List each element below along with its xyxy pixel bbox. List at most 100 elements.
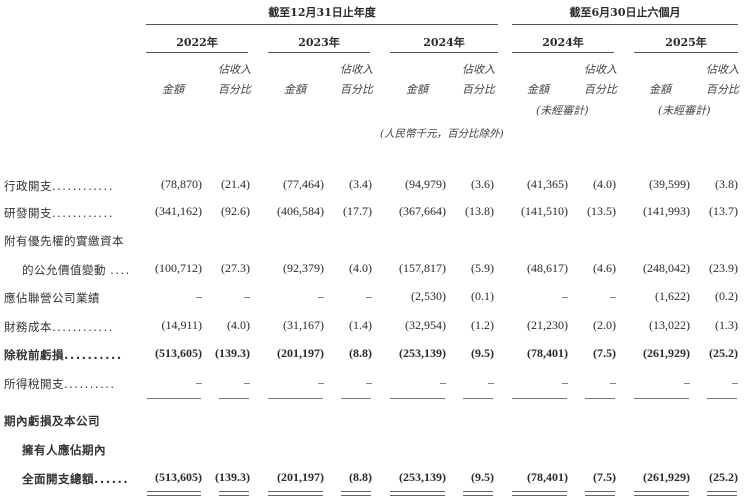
- pct-header-h1-2024-l1: 佔收入: [584, 63, 617, 76]
- cell-2024-pct: –: [488, 375, 494, 389]
- cell-2024-amount: (157,817): [399, 261, 446, 275]
- cell-h1-2025-pct: (25.2): [709, 346, 738, 360]
- subtotal-rule: [463, 398, 493, 399]
- year-header-2024: 2024年: [423, 36, 465, 49]
- pct-header-2024-l1: 佔收入: [462, 63, 495, 76]
- row-label-admin-expenses: 行政開支............: [4, 179, 114, 193]
- cell-2022-amount: (78,870): [161, 177, 202, 191]
- cell-2022-amount: (341,162): [155, 204, 202, 218]
- cell-h1-2025-amount: –: [684, 375, 690, 389]
- half-year-group-rule: [512, 24, 738, 25]
- cell-h1-2024-amount: (21,230): [527, 318, 568, 332]
- year-rule-2024: [390, 52, 498, 53]
- subtotal-rule: [390, 398, 445, 399]
- year-header-2022: 2022年: [176, 36, 218, 49]
- cell-2024-pct: (9.5): [471, 470, 494, 484]
- cell-2024-amount: (367,664): [399, 204, 446, 218]
- cell-h1-2025-amount: (39,599): [649, 177, 690, 191]
- total-double-rule: [512, 495, 567, 496]
- cell-2023-amount: –: [318, 375, 324, 389]
- total-double-rule: [585, 495, 615, 496]
- cell-2023-pct: (1.4): [349, 318, 372, 332]
- total-double-rule: [634, 491, 689, 492]
- cell-2023-amount: –: [318, 289, 324, 303]
- cell-h1-2024-amount: –: [562, 289, 568, 303]
- cell-h1-2024-pct: (7.5): [593, 470, 616, 484]
- cell-2023-amount: (406,584): [277, 204, 324, 218]
- amount-header-2024: 金額: [406, 83, 428, 96]
- amount-header-2022: 金額: [162, 83, 184, 96]
- cell-2023-pct: –: [366, 375, 372, 389]
- pct-header-2022-l2: 百分比: [218, 83, 251, 96]
- cell-2022-amount: (14,911): [161, 318, 202, 332]
- cell-h1-2025-pct: (3.8): [715, 177, 738, 191]
- row-label-total-loss-line2: 擁有人應佔期內: [22, 443, 106, 457]
- total-double-rule: [268, 491, 323, 492]
- cell-2024-pct: (0.1): [471, 289, 494, 303]
- total-double-rule: [390, 491, 445, 492]
- year-rule-h1-2024: [512, 52, 614, 53]
- cell-h1-2025-amount: (1,622): [655, 289, 690, 303]
- row-label-loss-before-tax: 除稅前虧損..........: [4, 348, 123, 362]
- cell-2023-amount: (201,197): [277, 470, 324, 484]
- total-double-rule: [147, 495, 201, 496]
- subtotal-rule: [512, 398, 567, 399]
- total-double-rule: [341, 491, 371, 492]
- cell-2024-amount: –: [440, 375, 446, 389]
- cell-h1-2024-pct: (4.6): [593, 261, 616, 275]
- unaudited-note-h1-2025: (未經審計): [658, 104, 711, 117]
- cell-2022-pct: –: [244, 375, 250, 389]
- amount-header-2023: 金額: [284, 83, 306, 96]
- cell-2024-pct: (1.2): [471, 318, 494, 332]
- cell-h1-2025-pct: (25.2): [709, 470, 738, 484]
- cell-2022-pct: –: [244, 289, 250, 303]
- cell-h1-2024-amount: –: [562, 375, 568, 389]
- cell-2023-pct: –: [366, 289, 372, 303]
- subtotal-rule: [707, 398, 737, 399]
- cell-2022-pct: (21.4): [221, 177, 250, 191]
- cell-2022-pct: (139.3): [215, 346, 250, 360]
- year-rule-2023: [268, 52, 370, 53]
- cell-h1-2024-pct: –: [610, 289, 616, 303]
- row-label-income-tax: 所得稅開支..........: [4, 377, 116, 391]
- cell-h1-2024-amount: (141,510): [521, 204, 568, 218]
- cell-2022-pct: (27.3): [221, 261, 250, 275]
- row-label-associates: 應佔聯營公司業績: [4, 291, 100, 305]
- cell-2023-pct: (8.8): [349, 346, 372, 360]
- total-double-rule: [463, 495, 493, 496]
- cell-h1-2025-pct: (1.3): [715, 318, 738, 332]
- cell-h1-2025-pct: (23.9): [709, 261, 738, 275]
- pct-header-2023-l1: 佔收入: [340, 63, 373, 76]
- amount-header-h1-2025: 金額: [649, 83, 671, 96]
- cell-2024-amount: (253,139): [399, 470, 446, 484]
- cell-2022-pct: (4.0): [227, 318, 250, 332]
- row-label-total-loss-line1: 期內虧損及本公司: [4, 414, 100, 428]
- cell-2022-amount: (513,605): [155, 346, 202, 360]
- total-double-rule: [707, 495, 737, 496]
- cell-h1-2024-amount: (78,401): [527, 470, 568, 484]
- unit-note: (人民幣千元，百分比除外): [380, 128, 504, 140]
- cell-h1-2025-amount: (13,022): [649, 318, 690, 332]
- row-label-total-loss-line3: 全面開支總額......: [22, 472, 130, 486]
- cell-2023-pct: (17.7): [343, 204, 372, 218]
- pct-header-h1-2025-l2: 百分比: [706, 83, 739, 96]
- cell-2022-pct: (139.3): [215, 470, 250, 484]
- cell-h1-2024-amount: (41,365): [527, 177, 568, 191]
- cell-2022-amount: –: [196, 289, 202, 303]
- row-label-fair-value-line1: 附有優先權的實繳資本: [4, 234, 124, 248]
- cell-h1-2025-pct: (0.2): [715, 289, 738, 303]
- cell-2024-amount: (253,139): [399, 346, 446, 360]
- fiscal-year-group-rule: [146, 24, 498, 25]
- year-header-h1-2025: 2025年: [665, 36, 707, 49]
- pct-header-2023-l2: 百分比: [340, 83, 373, 96]
- cell-h1-2024-pct: (2.0): [593, 318, 616, 332]
- cell-2023-amount: (77,464): [283, 177, 324, 191]
- cell-2024-pct: (5.9): [471, 261, 494, 275]
- cell-2023-pct: (4.0): [349, 261, 372, 275]
- pct-header-h1-2024-l2: 百分比: [584, 83, 617, 96]
- cell-2022-pct: (92.6): [221, 204, 250, 218]
- cell-h1-2024-pct: (13.5): [587, 204, 616, 218]
- cell-2024-pct: (9.5): [471, 346, 494, 360]
- year-header-2023: 2023年: [298, 36, 340, 49]
- pct-header-2022-l1: 佔收入: [218, 63, 251, 76]
